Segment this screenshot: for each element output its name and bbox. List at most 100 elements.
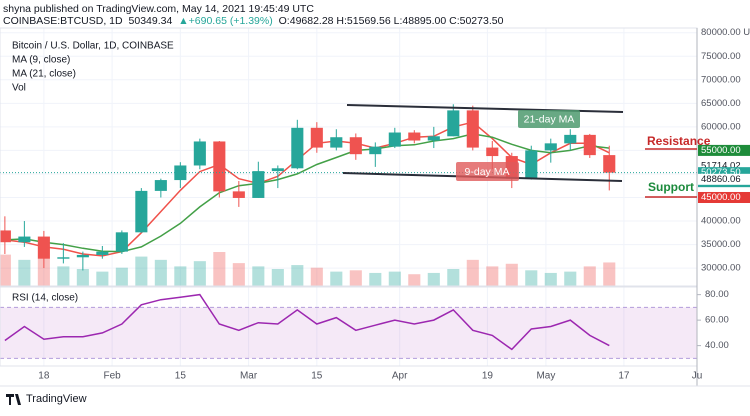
x-tick-label: Mar: [240, 371, 258, 382]
volume-bar: [505, 263, 518, 286]
y-tick-label: 80000.00 USD: [701, 27, 750, 38]
volume-bar: [37, 258, 50, 286]
candle-body: [427, 136, 440, 141]
x-tick-label: 18: [38, 371, 50, 382]
volume-bar: [408, 274, 421, 286]
x-tick-label: Feb: [103, 371, 121, 382]
candle-body: [564, 134, 577, 144]
volume-bar: [57, 266, 70, 286]
candle-body: [18, 236, 31, 243]
price-tag: [698, 173, 750, 185]
candle-body: [408, 132, 421, 141]
candle-body: [252, 171, 265, 198]
volume-bar: [18, 259, 31, 286]
candle-body: [525, 150, 538, 179]
y-tick-label: 75000.00: [701, 51, 741, 62]
candle-body: [349, 137, 362, 155]
published-line: shyna published on TradingView.com, May …: [3, 3, 314, 15]
volume-bar: [369, 272, 382, 286]
y-tick-label: 70000.00: [701, 74, 741, 85]
ma9-callout: [456, 162, 519, 181]
candle-body: [544, 143, 557, 151]
candle-body: [96, 251, 109, 255]
candle-body: [388, 132, 401, 147]
x-tick-label: 19: [482, 371, 494, 382]
volume-bar: [525, 270, 538, 286]
volume-bar: [603, 262, 616, 286]
candle-body: [486, 147, 499, 157]
candle-body: [466, 110, 479, 148]
volume-bar: [486, 266, 499, 286]
series-line: [4, 133, 610, 253]
support-label: Support: [648, 180, 694, 194]
volume-bar: [564, 271, 577, 286]
volume-bar: [330, 271, 343, 286]
volume-bar: [271, 269, 284, 286]
series-line: [4, 293, 610, 351]
x-tick-label: May: [536, 371, 555, 382]
candle-body: [213, 141, 226, 192]
volume-bar: [291, 265, 304, 286]
rsi-title: RSI (14, close): [12, 293, 78, 304]
candle-body: [154, 180, 167, 191]
candle-body: [135, 190, 148, 233]
x-tick-label: 15: [311, 371, 323, 382]
volume-bar: [349, 270, 362, 286]
y-tick-label: 60000.00: [701, 121, 741, 132]
volume-bar: [174, 266, 187, 286]
candle-body: [193, 141, 206, 166]
x-tick-label: Apr: [392, 371, 408, 382]
candle-body: [271, 168, 284, 172]
legend-vol: Vol: [12, 83, 26, 94]
rsi-tick-label: 80.00: [705, 289, 729, 300]
ma21-callout: [518, 110, 580, 128]
x-tick-label: 17: [618, 371, 630, 382]
candle-body: [115, 232, 128, 252]
price-tag-label: 51714.02: [701, 160, 741, 171]
volume-bar: [135, 256, 148, 286]
series-line: [4, 121, 610, 257]
volume-bar: [466, 259, 479, 286]
rsi-tick-label: 40.00: [705, 340, 729, 351]
volume-bar: [76, 269, 89, 286]
candle-body: [0, 230, 11, 243]
change: +690.65 (+1.39%): [189, 15, 273, 27]
volume-bar: [310, 267, 323, 286]
candle-body: [583, 134, 596, 156]
header-line: COINBASE:BTCUSD, 1D 50349.34 ▲+690.65 (+…: [3, 15, 504, 27]
brand-logo: [6, 394, 21, 405]
chart-title: Bitcoin / U.S. Dollar, 1D, COINBASE: [12, 41, 174, 52]
volume-bar: [232, 263, 245, 286]
y-tick-label: 40000.00: [701, 216, 741, 227]
candle-body: [76, 254, 89, 258]
price-tag-label: 45000.00: [701, 192, 741, 203]
volume-bar: [96, 271, 109, 286]
candle-body: [369, 146, 382, 155]
rsi-tick-label: 60.00: [705, 315, 729, 326]
brand: TradingView: [26, 393, 87, 405]
volume-bar: [115, 267, 128, 286]
volume-bar: [544, 272, 557, 286]
ma9-callout-text: 9-day MA: [465, 166, 510, 178]
volume-bar: [0, 254, 11, 286]
candle-body: [37, 236, 50, 259]
resistance-label: Resistance: [647, 134, 711, 148]
x-tick-label: Ju: [692, 371, 703, 382]
candle-body: [57, 257, 70, 259]
y-tick-label: 30000.00: [701, 263, 741, 274]
volume-bar: [154, 259, 167, 286]
price-tag: [698, 144, 750, 156]
y-tick-label: 65000.00: [701, 98, 741, 109]
volume-bar: [213, 252, 226, 286]
volume-bar: [427, 272, 440, 286]
price-tag: [698, 160, 750, 172]
price-tag-label: 55000.00: [701, 145, 741, 156]
candle-body: [232, 191, 245, 198]
candle-body: [310, 127, 323, 148]
volume-bar: [388, 271, 401, 286]
volume-bar: [252, 266, 265, 286]
ohlc: O:49682.28 H:51569.56 L:48895.00 C:50273…: [279, 15, 504, 27]
rsi-band: [0, 307, 697, 359]
change-arrow: ▲: [178, 15, 188, 27]
